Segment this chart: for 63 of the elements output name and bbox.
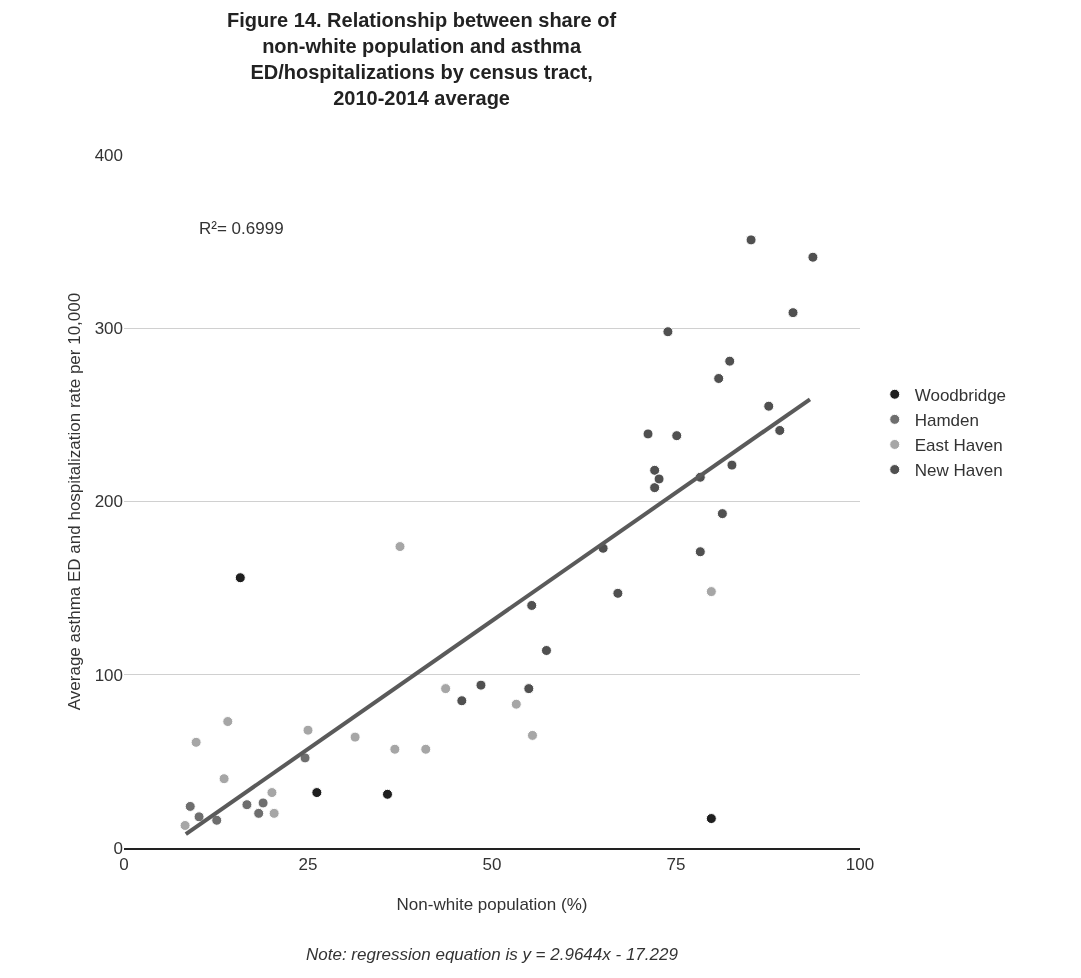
point <box>807 251 819 263</box>
point <box>745 234 757 246</box>
x-tick-label: 25 <box>298 855 318 875</box>
point <box>222 716 234 728</box>
point <box>705 586 717 598</box>
point <box>649 482 661 494</box>
point <box>420 743 432 755</box>
point <box>774 424 786 436</box>
point <box>456 695 468 707</box>
point <box>257 797 269 809</box>
y-axis-title: Average asthma ED and hospitalization rate per 10,000 <box>65 292 84 711</box>
point <box>184 800 196 812</box>
point <box>218 773 230 785</box>
point <box>510 698 522 710</box>
point <box>540 645 552 656</box>
point <box>726 459 738 471</box>
text: Note: regression equation is y = 2.9644x - 17.229 <box>306 945 679 964</box>
x-tick-label: 100 <box>845 855 875 875</box>
y-tick-label: 200 <box>94 492 123 512</box>
point <box>612 587 624 599</box>
point <box>526 599 538 611</box>
point <box>724 355 736 367</box>
point <box>475 679 487 691</box>
point <box>253 807 265 819</box>
point <box>302 724 314 736</box>
y-tick-label: 100 <box>94 665 123 685</box>
point <box>179 819 191 831</box>
point <box>349 731 361 743</box>
y-tick-label: 300 <box>94 319 123 339</box>
chart-title: Figure 14. Relationship between share of non-white population and asthma ED/hospitalizations by census tract, 2010-2014 average <box>227 9 617 110</box>
point <box>381 788 393 800</box>
point <box>440 683 452 695</box>
annotation: R²= 0.6999 <box>199 219 284 238</box>
point <box>763 400 775 412</box>
y-tick-label: 0 <box>113 838 123 858</box>
point <box>311 787 323 799</box>
point <box>234 572 246 584</box>
x-tick-label: 50 <box>482 855 502 875</box>
point <box>241 799 253 811</box>
point <box>705 813 717 825</box>
x-axis-title: Non-white population (%) <box>396 895 588 914</box>
x-tick-label: 75 <box>666 855 686 875</box>
point <box>193 811 205 823</box>
point <box>694 546 706 558</box>
point <box>642 428 654 440</box>
point <box>787 307 799 319</box>
point <box>671 430 683 442</box>
legend-label: Woodbridge <box>914 385 1007 405</box>
y-tick-label: 400 <box>94 145 123 165</box>
point <box>211 814 223 826</box>
point <box>268 807 280 819</box>
legend-label: East Haven <box>914 436 1003 456</box>
point <box>649 464 661 476</box>
legend-label: Hamden <box>914 410 979 430</box>
point <box>526 729 538 741</box>
point <box>716 508 728 520</box>
point <box>662 326 674 338</box>
point <box>523 683 535 695</box>
point <box>653 473 665 485</box>
legend-label: New Haven <box>914 461 1003 481</box>
point <box>389 743 401 755</box>
point <box>713 372 725 384</box>
point <box>190 736 202 748</box>
